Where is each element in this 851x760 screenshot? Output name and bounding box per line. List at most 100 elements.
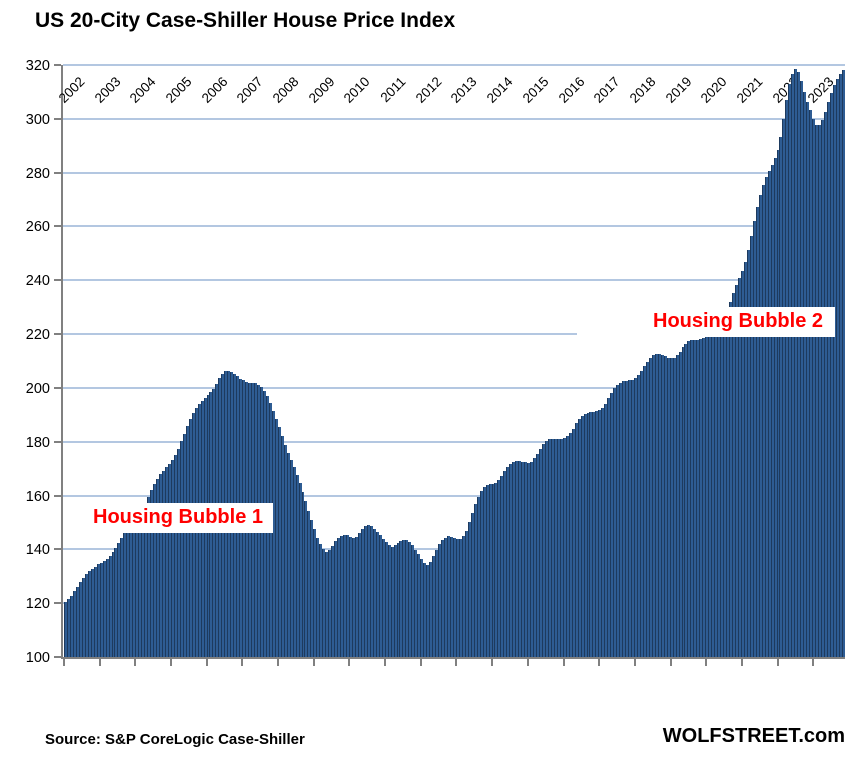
bar — [289, 460, 293, 657]
bar — [782, 118, 786, 657]
bar — [159, 474, 162, 657]
bar — [357, 533, 361, 657]
bar — [832, 85, 836, 657]
x-tick — [348, 659, 350, 666]
bar — [841, 69, 845, 657]
gridline — [63, 225, 845, 228]
y-tick — [54, 602, 61, 605]
bar — [791, 74, 795, 657]
bar — [461, 536, 465, 657]
bar — [838, 73, 842, 657]
gridline — [63, 64, 845, 66]
bar — [574, 423, 578, 657]
bar-series — [64, 65, 845, 657]
bar — [625, 380, 629, 657]
bar — [720, 321, 724, 657]
bar — [613, 388, 617, 657]
bar — [684, 343, 688, 657]
bar — [108, 556, 112, 657]
y-tick-label: 220 — [25, 327, 50, 344]
bar — [690, 340, 694, 657]
x-tick — [313, 659, 315, 666]
bar — [497, 479, 501, 657]
bar — [821, 119, 824, 657]
bar — [69, 595, 73, 657]
bar — [631, 379, 634, 657]
bar — [351, 538, 355, 657]
bar — [657, 354, 661, 657]
bar — [156, 478, 159, 657]
gridline — [63, 494, 845, 497]
bar — [675, 355, 679, 657]
bar — [176, 448, 180, 657]
bar — [746, 249, 750, 657]
bar — [693, 340, 697, 657]
bar — [660, 355, 664, 657]
bar — [384, 542, 388, 657]
bar — [464, 530, 468, 657]
bar — [749, 235, 753, 657]
bar — [500, 475, 504, 657]
gridline — [63, 440, 845, 443]
bar — [114, 548, 118, 657]
bar — [64, 601, 67, 657]
bar — [399, 540, 403, 657]
bar — [639, 371, 643, 657]
bar — [75, 586, 79, 657]
bar — [604, 403, 608, 657]
bar — [90, 568, 94, 657]
bar — [111, 552, 115, 657]
bar — [734, 285, 738, 657]
bar — [518, 461, 522, 657]
bar — [800, 81, 804, 657]
bar — [521, 461, 525, 657]
bar — [806, 101, 810, 657]
bar — [393, 545, 397, 657]
x-tick — [277, 659, 279, 666]
bar — [651, 354, 655, 657]
gridline — [63, 117, 845, 120]
bar — [818, 125, 822, 657]
bar — [337, 537, 341, 657]
x-tick — [384, 659, 386, 666]
bar — [527, 462, 531, 657]
y-tick-label: 200 — [25, 380, 50, 397]
x-tick — [563, 659, 565, 666]
bar — [829, 92, 833, 657]
bar — [779, 136, 783, 657]
bar — [476, 496, 480, 657]
bar — [84, 574, 88, 657]
bar — [182, 433, 186, 657]
bar — [826, 102, 830, 657]
annotation-housing-bubble-1: Housing Bubble 1 — [83, 503, 273, 533]
bar — [78, 582, 82, 657]
bar — [147, 496, 151, 657]
bar — [705, 336, 709, 657]
bar — [295, 474, 299, 657]
bar — [485, 485, 489, 657]
bar — [441, 539, 444, 657]
bar — [699, 339, 703, 657]
bar — [93, 566, 97, 657]
bar — [449, 536, 453, 657]
bar — [797, 72, 801, 657]
bar — [577, 418, 581, 657]
bar — [752, 221, 756, 657]
bar — [144, 503, 148, 657]
x-tick — [634, 659, 636, 666]
bar — [322, 549, 326, 657]
bar — [544, 441, 548, 657]
bar — [494, 482, 498, 657]
bar — [743, 261, 747, 657]
x-tick — [99, 659, 101, 666]
y-tick-label: 260 — [25, 219, 50, 236]
bar — [717, 324, 721, 657]
bar — [417, 554, 421, 657]
bar — [506, 467, 510, 657]
bar — [105, 559, 109, 657]
gridline — [63, 171, 845, 174]
bar — [473, 504, 477, 657]
bar — [360, 528, 364, 657]
bar — [66, 599, 70, 657]
bar — [167, 463, 171, 657]
